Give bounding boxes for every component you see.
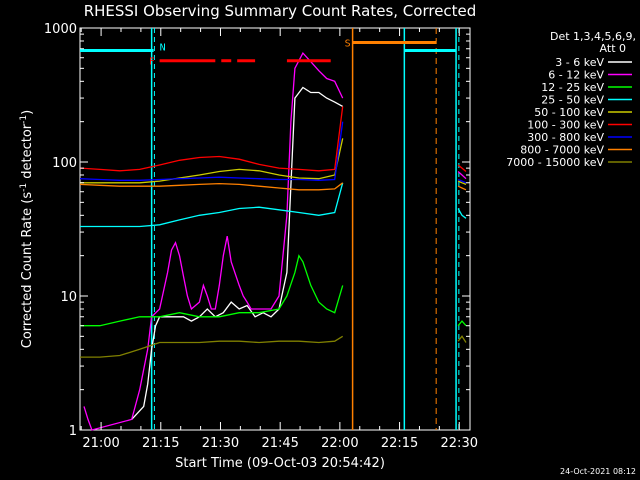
legend-label: 3 - 6 keV — [555, 56, 604, 69]
legend-label: 7000 - 15000 keV — [506, 156, 604, 169]
series-line-6-1 — [457, 178, 467, 184]
series-line-6-0 — [79, 121, 344, 181]
y-axis-label: Corrected Count Rate (s-1 detector-1) — [19, 110, 35, 348]
series-3 — [80, 182, 467, 228]
plot-frame — [79, 27, 471, 431]
legend-label: 300 - 800 keV — [527, 131, 604, 144]
legend-label: 25 - 50 keV — [541, 94, 604, 107]
series-line-4-1 — [457, 180, 467, 186]
x-tick-label: 22:30 — [441, 436, 478, 451]
series-0 — [131, 86, 344, 420]
y-tick-label: 10 — [60, 290, 77, 305]
x-tick-label: 22:15 — [381, 436, 418, 451]
series-1 — [83, 51, 467, 431]
series-line-7-1 — [457, 185, 467, 191]
saa-label: S — [345, 38, 351, 49]
series-2 — [80, 254, 467, 327]
series-line-3-0 — [80, 182, 344, 228]
series-line-4-0 — [80, 138, 344, 184]
series-line-8-1 — [457, 335, 467, 343]
y-tick-label: 1 — [69, 424, 77, 439]
legend-header-2: Att 0 — [600, 42, 626, 55]
date-stamp: 24-Oct-2021 08:12 — [560, 467, 636, 476]
legend-label: 100 - 300 keV — [527, 119, 604, 132]
x-axis: 21:00 21:15 21:30 21:45 22:00 22:15 22:30 — [80, 28, 478, 451]
x-tick-label: 21:30 — [202, 436, 239, 451]
legend-label: 12 - 25 keV — [541, 81, 604, 94]
x-axis-label: Start Time (09-Oct-03 20:54:42) — [175, 456, 385, 471]
legend-label: 6 - 12 keV — [548, 69, 604, 82]
series-7 — [79, 182, 467, 191]
series-line-5-0 — [79, 106, 344, 172]
legend-label: 800 - 7000 keV — [520, 144, 604, 157]
night-label: N — [160, 42, 166, 53]
series-line-1-0 — [83, 51, 344, 431]
series-line-2-0 — [80, 254, 344, 327]
x-tick-label: 21:00 — [82, 436, 119, 451]
series-line-8-0 — [80, 335, 344, 358]
chart-title: RHESSI Observing Summary Count Rates, Co… — [84, 2, 477, 20]
x-tick-label: 22:00 — [321, 436, 358, 451]
series-8 — [80, 335, 467, 358]
legend-label: 50 - 100 keV — [534, 106, 604, 119]
y-tick-label: 1000 — [44, 22, 77, 37]
series-4 — [80, 138, 467, 186]
x-tick-label: 21:45 — [261, 436, 298, 451]
y-tick-label: 100 — [52, 156, 77, 171]
series-6 — [79, 121, 467, 184]
flare-label: F — [149, 57, 155, 68]
series-line-2-1 — [457, 320, 467, 327]
series-line-1-1 — [457, 171, 467, 180]
series-line-7-0 — [79, 182, 344, 191]
series-5 — [79, 106, 467, 172]
series-line-3-1 — [457, 208, 467, 219]
series-line-0-0 — [131, 86, 344, 420]
x-tick-label: 21:15 — [142, 436, 179, 451]
series-line-5-1 — [457, 164, 467, 172]
legend-header-1: Det 1,3,4,5,6,9, — [550, 30, 636, 43]
y-axis: 1 10 100 1000 — [44, 22, 470, 439]
